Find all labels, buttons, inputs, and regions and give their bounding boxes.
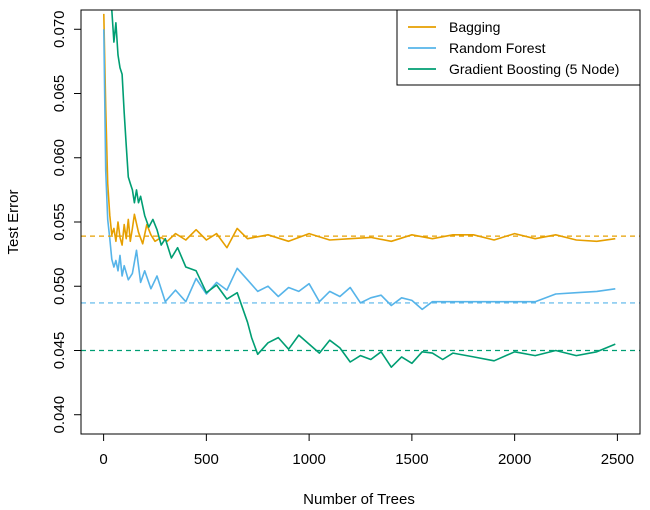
legend: Bagging Random Forest Gradient Boosting (5… <box>396 9 641 86</box>
x-tick-label: 0 <box>99 451 107 468</box>
y-tick-label: 0.055 <box>51 203 68 241</box>
y-tick-label: 0.065 <box>51 75 68 113</box>
legend-label: Random Forest <box>449 40 546 56</box>
y-tick-label: 0.040 <box>51 396 68 434</box>
x-tick-label: 1000 <box>292 451 325 468</box>
reference-lines <box>81 235 640 352</box>
y-tick-label: 0.050 <box>51 267 68 305</box>
series-line-random-forest <box>103 29 616 311</box>
legend-label: Gradient Boosting (5 Node) <box>449 61 619 77</box>
legend-box <box>396 9 641 86</box>
series-line-bagging <box>103 13 616 249</box>
y-tick-label: 0.045 <box>51 332 68 370</box>
x-axis-label: Number of Trees <box>303 491 415 508</box>
series-line-gradient-boosting-5-node <box>111 10 616 369</box>
x-axis: 0 500 1000 1500 2000 2500 <box>99 433 634 468</box>
plot-area <box>103 10 616 369</box>
y-tick-label: 0.060 <box>51 139 68 177</box>
x-tick-label: 500 <box>194 451 219 468</box>
x-tick-label: 2500 <box>601 451 634 468</box>
x-tick-label: 2000 <box>498 451 531 468</box>
y-tick-label: 0.070 <box>51 10 68 48</box>
y-axis-label: Test Error <box>5 189 22 254</box>
y-axis: 0.040 0.045 0.050 0.055 0.060 0.065 0.070 <box>51 10 82 434</box>
x-tick-label: 1500 <box>395 451 428 468</box>
legend-label: Bagging <box>449 19 500 35</box>
